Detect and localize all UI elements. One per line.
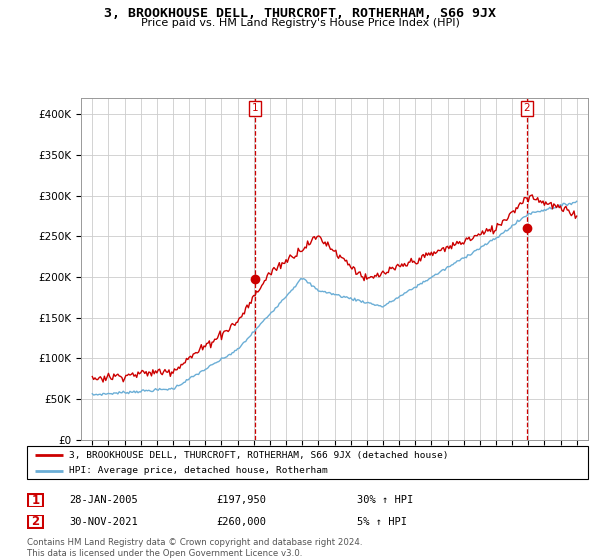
- Text: HPI: Average price, detached house, Rotherham: HPI: Average price, detached house, Roth…: [69, 466, 328, 475]
- Text: 28-JAN-2005: 28-JAN-2005: [69, 495, 138, 505]
- Text: 1: 1: [31, 493, 40, 507]
- Text: Contains HM Land Registry data © Crown copyright and database right 2024.
This d: Contains HM Land Registry data © Crown c…: [27, 538, 362, 558]
- Text: 30% ↑ HPI: 30% ↑ HPI: [357, 495, 413, 505]
- Text: £197,950: £197,950: [216, 495, 266, 505]
- Text: 3, BROOKHOUSE DELL, THURCROFT, ROTHERHAM, S66 9JX: 3, BROOKHOUSE DELL, THURCROFT, ROTHERHAM…: [104, 7, 496, 20]
- Text: 30-NOV-2021: 30-NOV-2021: [69, 517, 138, 527]
- FancyBboxPatch shape: [28, 493, 43, 507]
- Text: Price paid vs. HM Land Registry's House Price Index (HPI): Price paid vs. HM Land Registry's House …: [140, 18, 460, 28]
- Text: £260,000: £260,000: [216, 517, 266, 527]
- FancyBboxPatch shape: [27, 446, 588, 479]
- FancyBboxPatch shape: [28, 515, 43, 529]
- Text: 5% ↑ HPI: 5% ↑ HPI: [357, 517, 407, 527]
- Text: 1: 1: [252, 103, 259, 113]
- Text: 3, BROOKHOUSE DELL, THURCROFT, ROTHERHAM, S66 9JX (detached house): 3, BROOKHOUSE DELL, THURCROFT, ROTHERHAM…: [69, 451, 449, 460]
- Text: 2: 2: [524, 103, 530, 113]
- Text: 2: 2: [31, 515, 40, 529]
